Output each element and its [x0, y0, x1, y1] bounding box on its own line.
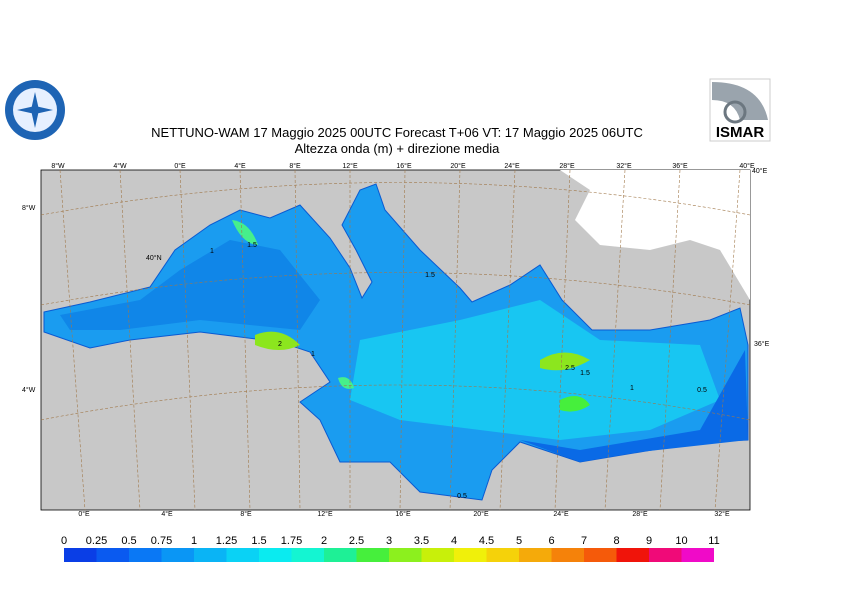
top-lon-label: 4°E [234, 162, 246, 170]
legend-swatch [194, 548, 227, 562]
bottom-lon-label: 32°E [714, 510, 730, 518]
legend-label: 10 [675, 535, 687, 547]
legend-swatch [584, 548, 617, 562]
legend-label: 4 [451, 535, 457, 547]
legend-label: 4.5 [479, 535, 494, 547]
legend-label: 0.25 [86, 535, 107, 547]
contour-label: 0.5 [457, 493, 467, 500]
top-lon-label: 40°E [739, 162, 755, 170]
legend-swatch [259, 548, 292, 562]
legend-label: 8 [613, 535, 619, 547]
legend-swatch [681, 548, 714, 562]
left-label: 4°W [22, 386, 36, 394]
legend-label: 0 [61, 535, 67, 547]
bottom-lon-label: 0°E [78, 510, 90, 518]
bottom-lon-label: 20°E [473, 510, 489, 518]
right-label: 40°E [752, 167, 768, 175]
legend: 0 0.25 0.5 0.75 1 1.25 1.5 1.75 2 2.5 3 3.5 4 4.5 5 6 7 8… [61, 535, 720, 562]
map [40, 169, 751, 511]
top-lon-label: 12°E [342, 162, 358, 170]
right-label: 36°E [754, 340, 770, 348]
bottom-lon-label: 4°E [161, 510, 173, 518]
top-lon-label: 20°E [450, 162, 466, 170]
contour-label: 0.5 [697, 387, 707, 394]
left-label: 8°W [22, 204, 36, 212]
top-lon-label: 8°E [289, 162, 301, 170]
top-lon-label: 32°E [616, 162, 632, 170]
top-lon-label: 24°E [504, 162, 520, 170]
legend-swatch [64, 548, 97, 562]
subtitle: Altezza onda (m) + direzione media [295, 141, 501, 156]
bottom-lon-label: 16°E [395, 510, 411, 518]
legend-label: 7 [581, 535, 587, 547]
legend-label: 5 [516, 535, 522, 547]
legend-label: 1.25 [216, 535, 237, 547]
legend-label: 3 [386, 535, 392, 547]
contour-label: 1 [311, 351, 315, 358]
legend-swatch [616, 548, 649, 562]
bottom-lon-label: 12°E [317, 510, 333, 518]
top-lon-label: 8°W [51, 162, 65, 170]
bottom-lon-label: 28°E [632, 510, 648, 518]
logo-right: ISMAR [709, 78, 771, 142]
legend-swatch [96, 548, 129, 562]
legend-swatch [519, 548, 552, 562]
legend-swatch [291, 548, 324, 562]
legend-label: 2 [321, 535, 327, 547]
legend-swatch [421, 548, 454, 562]
map-labels: 8°W 4°W 0°E 4°E 8°E 12°E 16°E 20°E 24°E 28°E 32°E 3… [22, 162, 770, 518]
legend-swatch [161, 548, 194, 562]
left-label: 40°N [146, 254, 162, 262]
legend-swatch [486, 548, 519, 562]
legend-swatch [356, 548, 389, 562]
legend-label: 3.5 [414, 535, 429, 547]
legend-label: 0.75 [151, 535, 172, 547]
contour-label: 1 [210, 248, 214, 255]
legend-label: 1 [191, 535, 197, 547]
legend-label: 11 [708, 535, 719, 547]
legend-swatch [551, 548, 584, 562]
bottom-lon-label: 8°E [240, 510, 252, 518]
legend-label: 1.5 [251, 535, 266, 547]
legend-label: 2.5 [349, 535, 364, 547]
contour-label: 2.5 [565, 365, 575, 372]
legend-label: 1.75 [281, 535, 302, 547]
legend-label: 6 [548, 535, 554, 547]
title: NETTUNO-WAM 17 Maggio 2025 00UTC Forecas… [151, 125, 643, 140]
contour-label: 2 [278, 341, 282, 348]
legend-swatch [226, 548, 259, 562]
legend-swatch [389, 548, 422, 562]
top-lon-label: 36°E [672, 162, 688, 170]
top-lon-label: 16°E [396, 162, 412, 170]
top-lon-label: 28°E [559, 162, 575, 170]
top-lon-label: 0°E [174, 162, 186, 170]
legend-label: 0.5 [121, 535, 136, 547]
legend-label: 9 [646, 535, 652, 547]
contour-label: 1.5 [580, 370, 590, 377]
contour-label: 1 [630, 385, 634, 392]
logo-left [5, 80, 65, 140]
logo-text: ISMAR [716, 124, 765, 141]
contour-label: 1.5 [247, 242, 257, 249]
legend-swatch [454, 548, 487, 562]
bottom-lon-label: 24°E [553, 510, 569, 518]
contour-label: 1.5 [425, 272, 435, 279]
top-lon-label: 4°W [113, 162, 127, 170]
legend-swatch [324, 548, 357, 562]
legend-swatch [649, 548, 682, 562]
legend-swatch [129, 548, 162, 562]
